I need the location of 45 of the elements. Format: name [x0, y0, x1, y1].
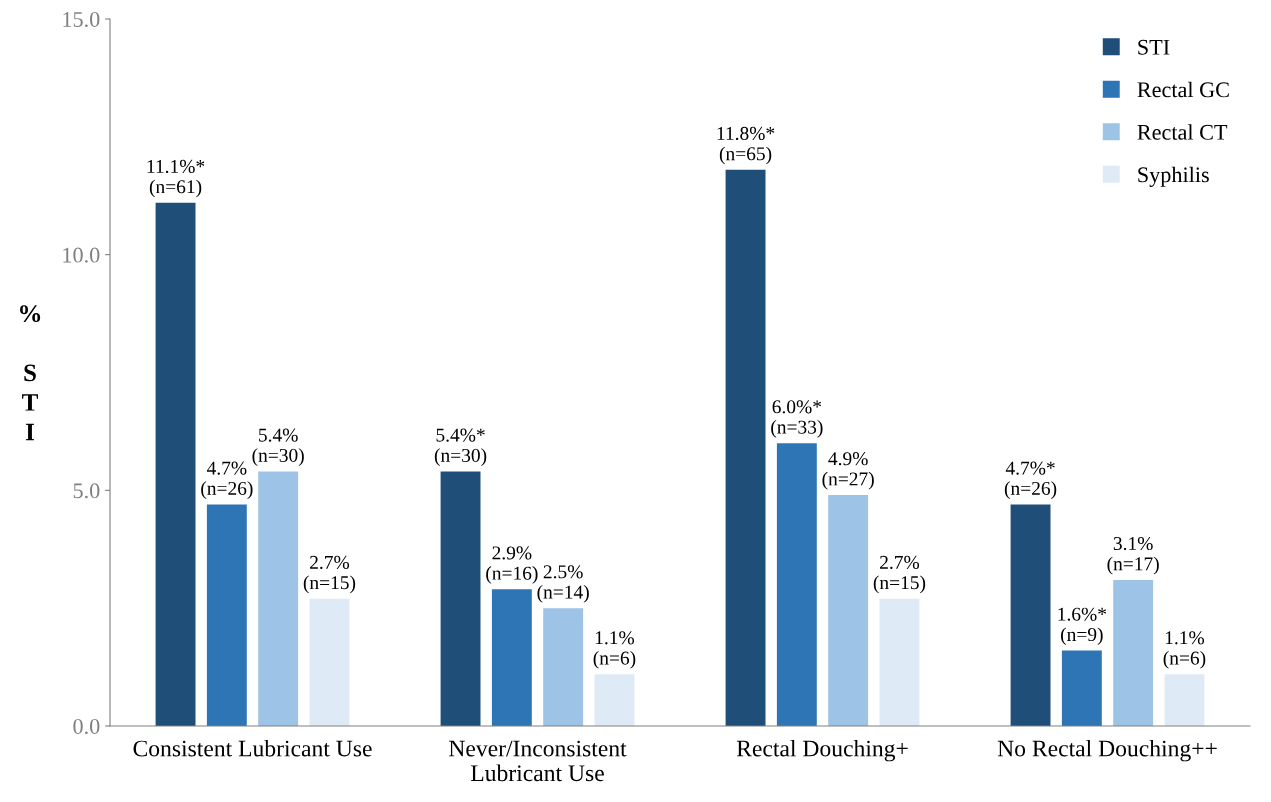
bar [440, 471, 481, 726]
bar [155, 202, 196, 726]
bar [1010, 504, 1051, 726]
data-label: 3.1% (n=17) [1107, 536, 1159, 575]
bar [1113, 579, 1154, 726]
bar [879, 598, 920, 726]
data-label: 2.9% (n=16) [486, 546, 538, 584]
x-tick-label: Consistent Lubricant Use [133, 739, 372, 757]
data-label: 11.1%* (n=61) [147, 159, 205, 198]
data-label: 2.7% (n=15) [873, 555, 926, 594]
legend-label: STI [1138, 39, 1170, 55]
data-label: 5.4% (n=30) [252, 428, 304, 466]
data-label: 4.7%* (n=26) [1004, 461, 1057, 499]
data-label: 5.4%* (n=30) [434, 428, 487, 466]
bar [828, 495, 869, 726]
data-label: 1.6%* (n=9) [1058, 607, 1107, 646]
bar [1164, 674, 1205, 726]
data-label: 2.5% (n=14) [537, 565, 589, 603]
y-tick-label: 5.0 [73, 483, 100, 499]
y-tick-label: 0.0 [73, 718, 100, 735]
bar [491, 589, 532, 726]
bar [776, 443, 817, 726]
bar [1061, 650, 1102, 726]
legend-label: Syphilis [1138, 166, 1209, 187]
bar [258, 471, 299, 726]
legend-label: Rectal CT [1137, 124, 1228, 140]
legend-label: Rectal GC [1137, 81, 1229, 98]
y-tick-label: 15.0 [63, 11, 100, 28]
bar [543, 608, 584, 726]
data-label: 4.9% (n=27) [822, 452, 874, 490]
bar [594, 674, 635, 726]
bar [206, 504, 247, 726]
text: % STI [20, 305, 41, 441]
bar [309, 598, 350, 726]
data-label: 6.0%* (n=33) [771, 400, 823, 438]
data-label: 2.7% (n=15) [303, 555, 356, 594]
x-tick-label: Rectal Douching+ [736, 739, 908, 762]
x-tick-label: Never/Inconsistent Lubricant Use [449, 740, 627, 782]
data-label: 11.8%* (n=65) [717, 126, 775, 165]
data-label: 1.1% (n=6) [593, 631, 636, 669]
y-tick-label: 10.0 [63, 247, 100, 263]
data-label: 4.7% (n=26) [201, 461, 253, 499]
data-label: 1.1% (n=6) [1163, 631, 1206, 669]
bar [725, 169, 766, 726]
x-tick-label: No Rectal Douching++ [997, 739, 1217, 762]
